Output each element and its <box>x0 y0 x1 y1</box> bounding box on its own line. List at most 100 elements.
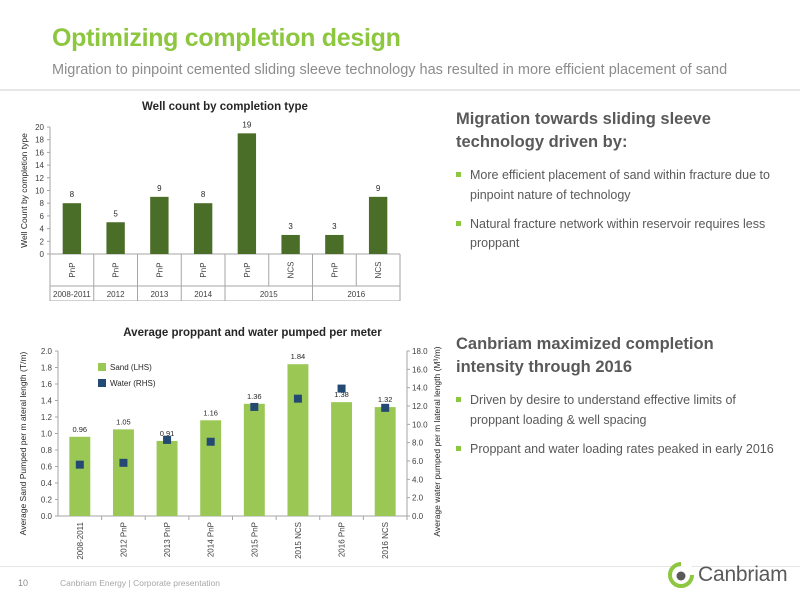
x-group-label: 2014 <box>194 290 212 299</box>
section-heading: Canbriam maximized completion intensity … <box>456 335 714 377</box>
data-label: 8 <box>201 190 206 199</box>
bullet-list: More efficient placement of sand within … <box>456 166 782 254</box>
y-tick-label: 0.4 <box>41 479 53 488</box>
bullet-text: Driven by desire to understand effective… <box>470 393 736 427</box>
y-tick-label: 16 <box>35 148 44 157</box>
bullet-list: Driven by desire to understand effective… <box>456 391 782 459</box>
y2-tick-label: 2.0 <box>412 494 424 503</box>
y-tick-label: 8 <box>40 199 45 208</box>
page-number: 10 <box>18 578 29 588</box>
data-label: 8 <box>70 190 75 199</box>
bar <box>150 196 169 254</box>
canbriam-logo-icon <box>668 562 694 588</box>
y2-tick-label: 12.0 <box>412 402 428 411</box>
water-marker <box>119 458 128 467</box>
bar <box>193 203 213 254</box>
bar <box>62 203 82 254</box>
y-tick-label: 10 <box>35 187 44 196</box>
bullet-square-icon <box>456 445 461 451</box>
slide-title: Optimizing completion design <box>52 24 401 52</box>
x-tick-label: PnP <box>199 262 208 277</box>
legend-sand-swatch <box>98 363 106 371</box>
x-tick-label: PnP <box>330 262 339 277</box>
well-count-chart-svg: Well count by completion type Well Count … <box>19 101 401 301</box>
x-tick-label: 2012 PnP <box>119 522 128 557</box>
y2-axis-label: Average water pumped per m lateral lengt… <box>432 346 442 536</box>
sand-bar <box>374 407 396 516</box>
slide-subtitle: Migration to pinpoint cemented sliding s… <box>52 62 728 78</box>
y-tick-label: 1.6 <box>41 380 53 389</box>
sand-bar <box>200 420 222 516</box>
y2-tick-label: 16.0 <box>412 365 428 374</box>
x-tick-label: PnP <box>243 262 252 277</box>
legend-sand-label: Sand (LHS) <box>110 363 152 372</box>
y-tick-label: 0.2 <box>41 496 53 505</box>
bullet-text: Proppant and water loading rates peaked … <box>470 441 774 456</box>
bullet-text: More efficient placement of sand within … <box>470 168 770 202</box>
bullet-square-icon <box>456 397 461 403</box>
x-tick-label: 2008-2011 <box>76 521 85 559</box>
y-tick-label: 6 <box>40 212 45 221</box>
x-group-label: 2016 <box>347 290 365 299</box>
y2-tick-label: 10.0 <box>412 420 428 429</box>
x-tick-label: PnP <box>68 262 77 277</box>
footer-divider <box>0 566 800 567</box>
bullet-square-icon <box>456 220 461 226</box>
canbriam-logo: Canbriam <box>668 562 788 588</box>
water-marker <box>75 460 84 469</box>
sand-bar <box>243 403 265 516</box>
x-tick-label: 2015 PnP <box>250 522 259 557</box>
x-tick-label: 2014 PnP <box>207 522 216 557</box>
section-sliding-sleeve: Migration towards sliding sleeve technol… <box>456 108 782 264</box>
bar <box>281 234 300 254</box>
y-tick-label: 0.6 <box>41 463 53 472</box>
y2-tick-label: 8.0 <box>412 439 424 448</box>
x-tick-label: 2016 NCS <box>381 522 390 559</box>
data-label: 0.91 <box>160 429 175 438</box>
y2-tick-label: 4.0 <box>412 475 424 484</box>
bullet-item: Driven by desire to understand effective… <box>456 391 782 430</box>
proppant-water-chart-svg: Average proppant and water pumped per me… <box>18 327 442 560</box>
water-marker <box>163 435 172 444</box>
y-tick-label: 12 <box>35 174 44 183</box>
data-label: 9 <box>157 184 162 193</box>
data-label: 3 <box>288 222 293 231</box>
x-tick-label: NCS <box>374 262 383 279</box>
x-group-label: 2013 <box>150 290 168 299</box>
sand-bar <box>69 436 91 516</box>
chart-title: Average proppant and water pumped per me… <box>123 327 382 339</box>
y-tick-label: 0.8 <box>41 446 53 455</box>
y-axis-label: Average Sand Pumped per m ateral length … <box>18 352 28 536</box>
y-tick-label: 4 <box>40 225 45 234</box>
y2-tick-label: 14.0 <box>412 384 428 393</box>
y-tick-label: 1.4 <box>41 397 53 406</box>
legend-water-label: Water (RHS) <box>110 379 156 388</box>
sand-bar <box>287 364 309 516</box>
chart-title: Well count by completion type <box>142 101 308 113</box>
sand-bar <box>331 402 353 516</box>
data-label: 3 <box>332 222 337 231</box>
y-tick-label: 0 <box>40 250 45 259</box>
bullet-text: Natural fracture network within reservoi… <box>470 216 766 251</box>
data-label: 9 <box>376 184 381 193</box>
x-tick-label: PnP <box>112 262 121 277</box>
water-marker <box>206 437 215 446</box>
logo-text: Canbriam <box>698 563 788 586</box>
y-tick-label: 2 <box>40 237 45 246</box>
y-axis-label: Well Count by completion type <box>19 133 29 248</box>
data-label: 0.96 <box>73 425 88 434</box>
header-divider <box>0 89 800 91</box>
x-tick-label: 2016 PnP <box>338 522 347 557</box>
y2-tick-label: 18.0 <box>412 347 428 356</box>
bullet-item: Proppant and water loading rates peaked … <box>456 440 782 459</box>
sand-bar <box>156 440 178 516</box>
sand-bar <box>112 429 134 516</box>
y2-tick-label: 0.0 <box>412 512 424 521</box>
bar <box>368 196 388 254</box>
bar <box>106 222 125 254</box>
y-tick-label: 2.0 <box>41 347 53 356</box>
x-group-label: 2015 <box>260 290 278 299</box>
data-label: 1.38 <box>334 390 349 399</box>
x-group-label: 2008-2011 <box>53 290 91 299</box>
data-label: 1.16 <box>203 408 218 417</box>
